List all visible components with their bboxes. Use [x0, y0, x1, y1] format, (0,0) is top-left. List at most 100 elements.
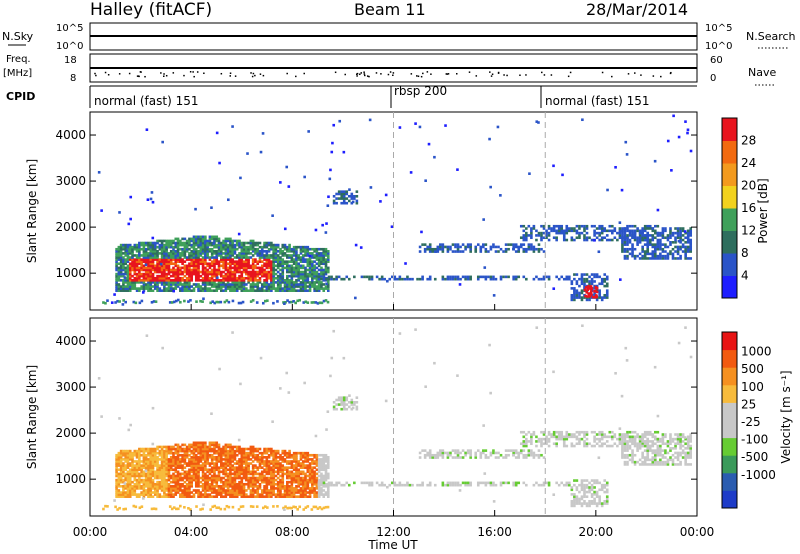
heatmap-cell	[115, 460, 118, 463]
heatmap-cell	[311, 487, 314, 490]
heatmap-cell	[315, 250, 319, 253]
heatmap-cell	[578, 296, 581, 299]
heatmap-cell	[197, 264, 200, 268]
heatmap-cell	[454, 275, 457, 279]
heatmap-cell	[135, 456, 139, 459]
heatmap-cell	[181, 478, 184, 482]
heatmap-cell	[128, 495, 132, 498]
heatmap-cell	[603, 277, 607, 281]
heatmap-cell	[317, 262, 321, 266]
heatmap-cell	[197, 268, 200, 272]
heatmap-cell	[117, 258, 121, 261]
heatmap-cell	[306, 468, 310, 472]
heatmap-cell	[156, 274, 159, 278]
heatmap-cell	[153, 489, 157, 492]
heatmap-cell	[283, 466, 287, 469]
heatmap-cell	[583, 280, 586, 283]
heatmap-cell	[197, 237, 200, 241]
heatmap-cell	[135, 256, 139, 259]
heatmap-cell	[135, 287, 139, 290]
heatmap-cell	[320, 268, 323, 272]
heatmap-cell	[138, 495, 141, 498]
heatmap-cell	[158, 472, 162, 476]
heatmap-cell	[165, 470, 168, 474]
heatmap-cell	[238, 474, 241, 478]
heatmap-cell	[324, 247, 328, 251]
heatmap-cell	[167, 489, 171, 492]
heatmap-cell	[222, 453, 225, 457]
heatmap-cell	[631, 252, 634, 256]
heatmap-cell	[229, 289, 232, 292]
heatmap-cell	[427, 142, 431, 146]
heatmap-cell	[231, 287, 234, 290]
heatmap-cell	[313, 487, 316, 490]
heatmap-cell	[263, 456, 266, 459]
heatmap-cell	[135, 258, 139, 261]
heatmap-cell	[142, 482, 146, 486]
heatmap-cell	[299, 283, 303, 286]
heatmap-cell	[122, 266, 125, 270]
heatmap-cell	[301, 254, 305, 257]
heatmap-cell	[127, 222, 131, 226]
heatmap-cell	[279, 458, 282, 461]
heatmap-cell	[117, 491, 121, 494]
heatmap-cell	[542, 231, 546, 235]
heatmap-cell	[142, 489, 146, 492]
heatmap-cell	[238, 274, 241, 278]
heatmap-cell	[124, 300, 127, 304]
heatmap-cell	[147, 468, 150, 472]
heatmap-cell	[144, 268, 148, 272]
heatmap-cell	[274, 272, 278, 276]
heatmap-cell	[176, 478, 180, 482]
heatmap-cell	[149, 478, 153, 482]
heatmap-cell	[288, 466, 291, 469]
heatmap-cell	[552, 287, 556, 290]
heatmap-cell	[679, 254, 682, 258]
heatmap-cell	[126, 466, 130, 469]
heatmap-cell	[131, 250, 134, 253]
heatmap-cell	[188, 287, 191, 290]
heatmap-cell	[147, 289, 150, 292]
heatmap-cell	[233, 474, 237, 478]
heatmap-cell	[276, 279, 280, 282]
heatmap-cell	[240, 493, 244, 496]
heatmap-cell	[235, 266, 239, 270]
heatmap-cell	[308, 289, 312, 292]
heatmap-cell	[242, 460, 246, 463]
heatmap-cell	[295, 470, 298, 474]
heatmap-cell	[219, 476, 223, 480]
heatmap-cell	[324, 250, 328, 253]
heatmap-cell	[235, 485, 239, 488]
heatmap-cell	[656, 208, 660, 212]
heatmap-cell	[124, 262, 127, 266]
heatmap-cell	[149, 451, 153, 455]
heatmap-cell	[313, 456, 316, 459]
heatmap-cell	[240, 451, 244, 455]
heatmap-cell	[119, 287, 123, 290]
heatmap-cell	[421, 277, 424, 281]
heatmap-cell	[233, 281, 237, 284]
heatmap-cell	[181, 489, 184, 492]
heatmap-cell	[194, 235, 198, 239]
heatmap-cell	[124, 451, 127, 455]
heatmap-cell	[126, 449, 130, 453]
heatmap-cell	[283, 227, 287, 231]
heatmap-cell	[172, 262, 175, 266]
heatmap-cell	[279, 456, 282, 459]
heatmap-cell	[181, 252, 184, 255]
heatmap-cell	[297, 491, 300, 494]
heatmap-cell	[185, 270, 189, 274]
heatmap-cell	[197, 493, 200, 496]
heatmap-cell	[115, 464, 118, 467]
heatmap-cell	[274, 281, 278, 284]
heatmap-cell	[190, 464, 194, 467]
heatmap-cell	[299, 476, 303, 480]
heatmap-cell	[335, 201, 338, 205]
heatmap-cell	[327, 483, 331, 487]
heatmap-cell	[638, 236, 642, 240]
heatmap-cell	[135, 264, 139, 268]
heatmap-cell	[575, 236, 579, 240]
heatmap-cell	[174, 482, 178, 486]
heatmap-cell	[263, 262, 266, 266]
